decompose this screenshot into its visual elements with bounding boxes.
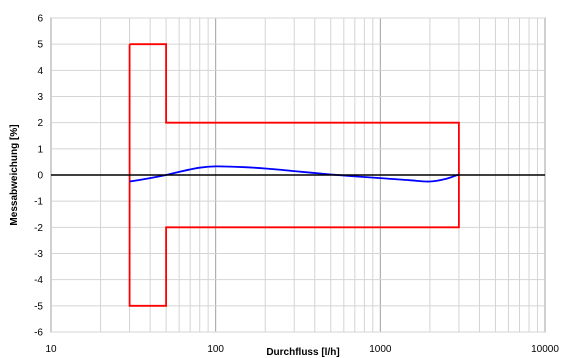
series-error-limit-envelope [128, 43, 460, 307]
x-tick-label: 10 [45, 344, 57, 355]
x-tick-label: 10000 [531, 344, 559, 355]
y-tick-label: -5 [34, 301, 43, 312]
y-tick-label: -3 [34, 249, 43, 260]
y-axis-title: Messabweichung [%] [9, 124, 20, 225]
y-tick-label: 4 [37, 66, 43, 77]
y-tick-label: 2 [37, 118, 43, 129]
y-tick-label: -1 [34, 197, 43, 208]
y-tick-label: 0 [37, 171, 43, 182]
x-axis-title: Durchfluss [l/h] [266, 347, 339, 358]
x-tick-label: 100 [207, 344, 224, 355]
y-tick-label: 6 [37, 14, 43, 25]
y-tick-label: -6 [34, 328, 43, 339]
y-tick-label: 1 [37, 144, 43, 155]
y-tick-label: 5 [37, 40, 43, 51]
y-tick-label: -2 [34, 223, 43, 234]
series-measured-deviation [129, 165, 460, 183]
y-tick-label: -4 [34, 275, 43, 286]
series-group [51, 43, 545, 307]
tick-labels: -6 -5 -4 -3 -2 -1 0 1 2 3 4 5 6 10 100 1000 10000 [34, 14, 559, 356]
y-tick-label: 3 [37, 92, 43, 103]
x-tick-label: 1000 [369, 344, 392, 355]
